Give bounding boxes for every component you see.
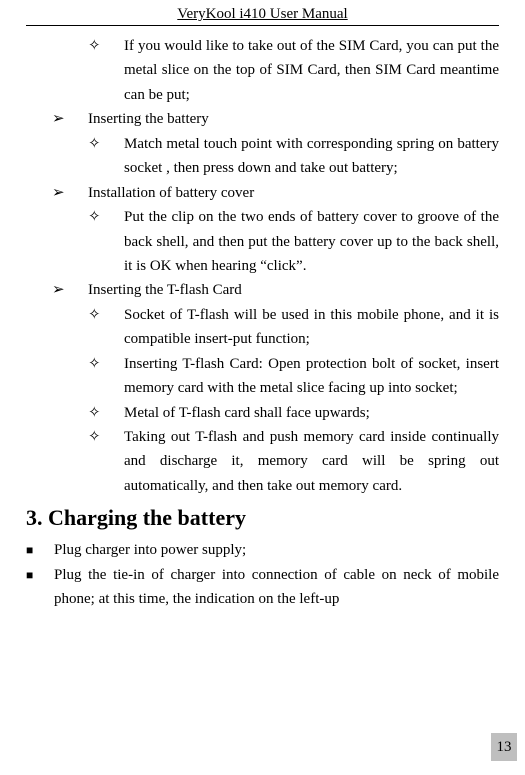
list-item: ✧Taking out T-flash and push memory card… (88, 425, 499, 498)
list-item-text: Match metal touch point with correspondi… (124, 132, 499, 181)
section-heading: 3. Charging the battery (26, 500, 499, 536)
diamond-bullet-icon: ✧ (88, 34, 124, 107)
square-bullet-icon: ■ (26, 538, 54, 562)
list-item-text: Plug the tie-in of charger into connecti… (54, 563, 499, 612)
list-item-text: Plug charger into power supply; (54, 538, 499, 562)
list-item-text: Inserting T-flash Card: Open protection … (124, 352, 499, 401)
list-item: ✧Put the clip on the two ends of battery… (88, 205, 499, 278)
diamond-bullet-icon: ✧ (88, 303, 124, 352)
square-bullet-icon: ■ (26, 563, 54, 612)
diamond-bullet-icon: ✧ (88, 352, 124, 401)
list-item-text: If you would like to take out of the SIM… (124, 34, 499, 107)
manual-header: VeryKool i410 User Manual (26, 6, 499, 26)
list-item: ✧If you would like to take out of the SI… (88, 34, 499, 107)
content-area: ✧If you would like to take out of the SI… (26, 34, 499, 611)
diamond-bullet-icon: ✧ (88, 425, 124, 498)
list-item: ➢Installation of battery cover (52, 181, 499, 205)
arrow-bullet-icon: ➢ (52, 107, 88, 131)
list-item-text: Inserting the battery (88, 107, 499, 131)
list-item: ✧Inserting T-flash Card: Open protection… (88, 352, 499, 401)
list-item-text: Inserting the T-flash Card (88, 278, 499, 302)
list-item: ✧Metal of T-flash card shall face upward… (88, 401, 499, 425)
arrow-bullet-icon: ➢ (52, 181, 88, 205)
arrow-bullet-icon: ➢ (52, 278, 88, 302)
list-item-text: Installation of battery cover (88, 181, 499, 205)
list-item: ➢Inserting the battery (52, 107, 499, 131)
list-item: ✧Socket of T-flash will be used in this … (88, 303, 499, 352)
diamond-bullet-icon: ✧ (88, 401, 124, 425)
list-item: ➢Inserting the T-flash Card (52, 278, 499, 302)
diamond-bullet-icon: ✧ (88, 205, 124, 278)
list-item: ■Plug charger into power supply; (26, 538, 499, 562)
diamond-bullet-icon: ✧ (88, 132, 124, 181)
list-item-text: Put the clip on the two ends of battery … (124, 205, 499, 278)
page-number: 13 (491, 733, 517, 761)
list-item: ■Plug the tie-in of charger into connect… (26, 563, 499, 612)
list-item-text: Taking out T-flash and push memory card … (124, 425, 499, 498)
list-item-text: Socket of T-flash will be used in this m… (124, 303, 499, 352)
list-item-text: Metal of T-flash card shall face upwards… (124, 401, 499, 425)
list-item: ✧Match metal touch point with correspond… (88, 132, 499, 181)
